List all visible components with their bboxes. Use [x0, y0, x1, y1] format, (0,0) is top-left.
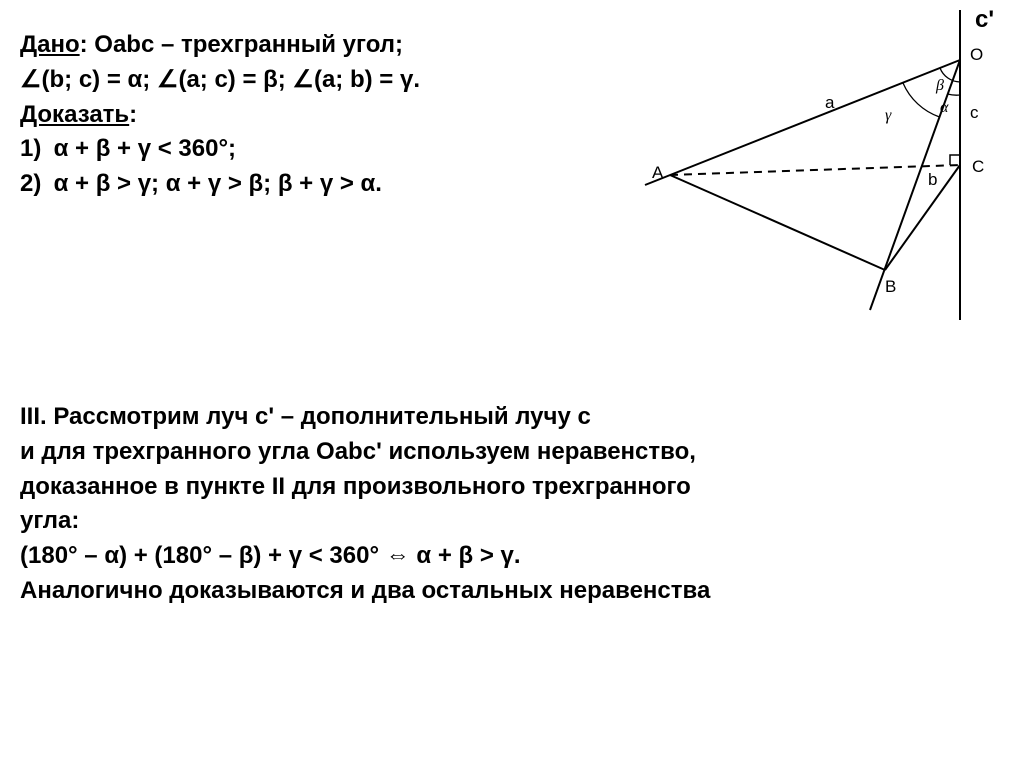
- label-A: А: [652, 163, 664, 182]
- arc-gamma: [903, 83, 940, 117]
- label-a: a: [825, 93, 835, 112]
- label-alpha: α: [940, 99, 949, 116]
- label-c: c: [970, 103, 979, 122]
- s3-l6: Аналогично доказываются и два остальных …: [20, 574, 1000, 609]
- prove-2-text: α + β > γ; α + γ > β; β + γ > α.: [54, 170, 382, 197]
- line-bc: [885, 165, 960, 270]
- prove-1-text: α + β + γ < 360°;: [54, 135, 236, 162]
- trihedral-angle-diagram: О А В С a b c α β γ: [640, 0, 1020, 330]
- prove-2-idx: 2): [20, 167, 54, 202]
- s3-l3: доказанное в пункте II для произвольного…: [20, 470, 1000, 505]
- arc-alpha: [948, 94, 961, 95]
- prove-line: Доказать:: [20, 98, 640, 133]
- prove-2: 2) α + β > γ; α + γ > β; β + γ > α.: [20, 167, 640, 202]
- given-text: : Оabc – трехгранный угол;: [80, 31, 403, 58]
- s3-l1: III. Рассмотрим луч с' – дополнительный …: [20, 400, 1000, 435]
- s3-l2: и для трехгранного угла Оabc' используем…: [20, 435, 1000, 470]
- label-b: b: [928, 170, 937, 189]
- label-O: О: [970, 45, 983, 64]
- angle-ac: ∠(a; c) = β;: [157, 66, 293, 93]
- label-C: С: [972, 157, 984, 176]
- angle-bc: ∠(b; c) = α;: [20, 66, 157, 93]
- label-gamma: γ: [885, 107, 892, 124]
- prove-1: 1) α + β + γ < 360°;: [20, 132, 640, 167]
- s3-l4: угла:: [20, 504, 1000, 539]
- angle-ab: ∠(a; b) = γ.: [292, 66, 420, 93]
- given-label: Дано: [20, 31, 80, 58]
- given-line2: ∠(b; c) = α; ∠(a; c) = β; ∠(a; b) = γ.: [20, 63, 640, 98]
- section-III-block: III. Рассмотрим луч с' – дополнительный …: [20, 400, 1000, 609]
- s3-l5: (180° – α) + (180° – β) + γ < 360° ⇔ α +…: [20, 539, 1000, 574]
- prove-colon: :: [129, 101, 137, 128]
- given-prove-block: Дано: Оabc – трехгранный угол; ∠(b; c) =…: [20, 28, 640, 202]
- given-line1: Дано: Оabc – трехгранный угол;: [20, 28, 640, 63]
- label-beta: β: [935, 77, 944, 94]
- label-B: В: [885, 277, 896, 296]
- line-ac-dashed: [670, 165, 960, 175]
- prove-1-idx: 1): [20, 132, 54, 167]
- line-ab: [670, 175, 885, 270]
- prove-label: Доказать: [20, 101, 129, 128]
- right-angle-marker: [950, 155, 960, 165]
